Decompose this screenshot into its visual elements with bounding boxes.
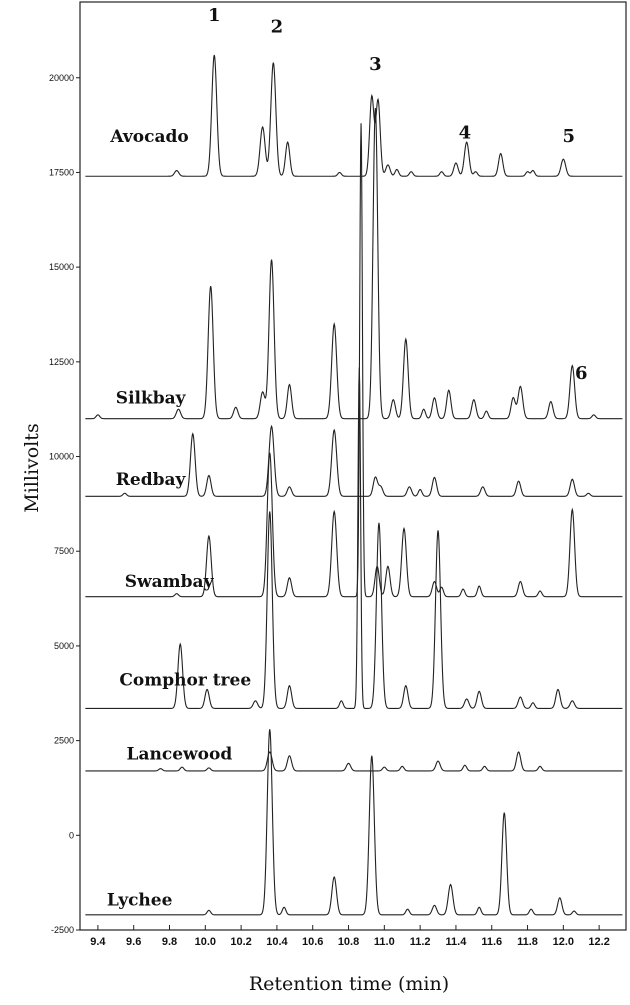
trace-label: Redbay xyxy=(116,470,187,490)
peak-number-label: 2 xyxy=(271,16,284,37)
y-tick-label: 2500 xyxy=(54,736,74,746)
x-tick-label: 12.2 xyxy=(588,936,609,948)
trace-line-avocado xyxy=(85,54,623,177)
x-tick-label: 9.8 xyxy=(162,936,177,948)
y-tick-label: 10000 xyxy=(49,452,74,462)
x-tick-label: 10.0 xyxy=(195,936,216,948)
x-axis: 9.4 9.6 9.8 10.0 10.2 10.4 10.6 10.8 11.0 11.2 11.… xyxy=(90,925,610,948)
x-tick-label: 11.2 xyxy=(410,936,431,948)
x-tick-label: 11.0 xyxy=(374,936,395,948)
peak-number-label: 3 xyxy=(369,54,382,75)
y-tick-label: 5000 xyxy=(54,641,74,651)
x-tick-label: 11.8 xyxy=(517,936,538,948)
peak-number-label: 5 xyxy=(562,126,575,147)
trace-label: Lychee xyxy=(107,890,173,910)
y-axis: -2500 0 2500 5000 7500 10000 12500 15000 17500 20… xyxy=(49,73,80,935)
trace-label: Swambay xyxy=(125,572,215,592)
x-tick-label: 11.6 xyxy=(481,936,502,948)
trace-label: Avocado xyxy=(109,127,188,147)
x-tick-label: 10.6 xyxy=(302,936,323,948)
peak-number-label: 1 xyxy=(208,5,221,26)
x-tick-label: 12.0 xyxy=(553,936,574,948)
x-tick-label: 11.4 xyxy=(446,936,468,948)
trace-line-redbay xyxy=(85,424,623,497)
peak-number-label: 4 xyxy=(459,122,472,143)
y-tick-label: 7500 xyxy=(54,546,74,556)
trace-label: Silkbay xyxy=(116,389,187,409)
x-tick-label: 10.4 xyxy=(266,936,288,948)
x-tick-label: 10.2 xyxy=(230,936,251,948)
peak-label-group: 1 2 3 4 5 6 xyxy=(208,5,588,384)
y-tick-label: -2500 xyxy=(51,925,74,935)
y-tick-label: 0 xyxy=(69,830,74,840)
trace-line-silkbay xyxy=(85,108,623,420)
trace-group xyxy=(85,54,623,916)
y-tick-label: 17500 xyxy=(49,167,74,177)
x-tick-label: 9.4 xyxy=(90,936,106,948)
x-tick-label: 10.8 xyxy=(338,936,359,948)
trace-label-group: Avocado Silkbay Redbay Swambay Comphor tree L… xyxy=(107,127,251,910)
trace-line-lancewood xyxy=(85,751,623,772)
x-axis-title: Retention time (min) xyxy=(249,973,449,995)
trace-line-lychee xyxy=(85,729,623,916)
y-axis-title: Millivolts xyxy=(21,423,43,512)
plot-area-frame xyxy=(79,1,627,931)
peak-number-label: 6 xyxy=(575,363,588,384)
trace-line-swambay xyxy=(85,123,623,598)
y-tick-label: 15000 xyxy=(49,262,74,272)
trace-label: Comphor tree xyxy=(119,671,251,691)
y-tick-label: 20000 xyxy=(49,73,74,83)
y-tick-label: 12500 xyxy=(49,357,74,367)
trace-line-comphor-tree xyxy=(85,367,623,709)
trace-label: Lancewood xyxy=(127,745,233,765)
x-tick-label: 9.6 xyxy=(126,936,141,948)
